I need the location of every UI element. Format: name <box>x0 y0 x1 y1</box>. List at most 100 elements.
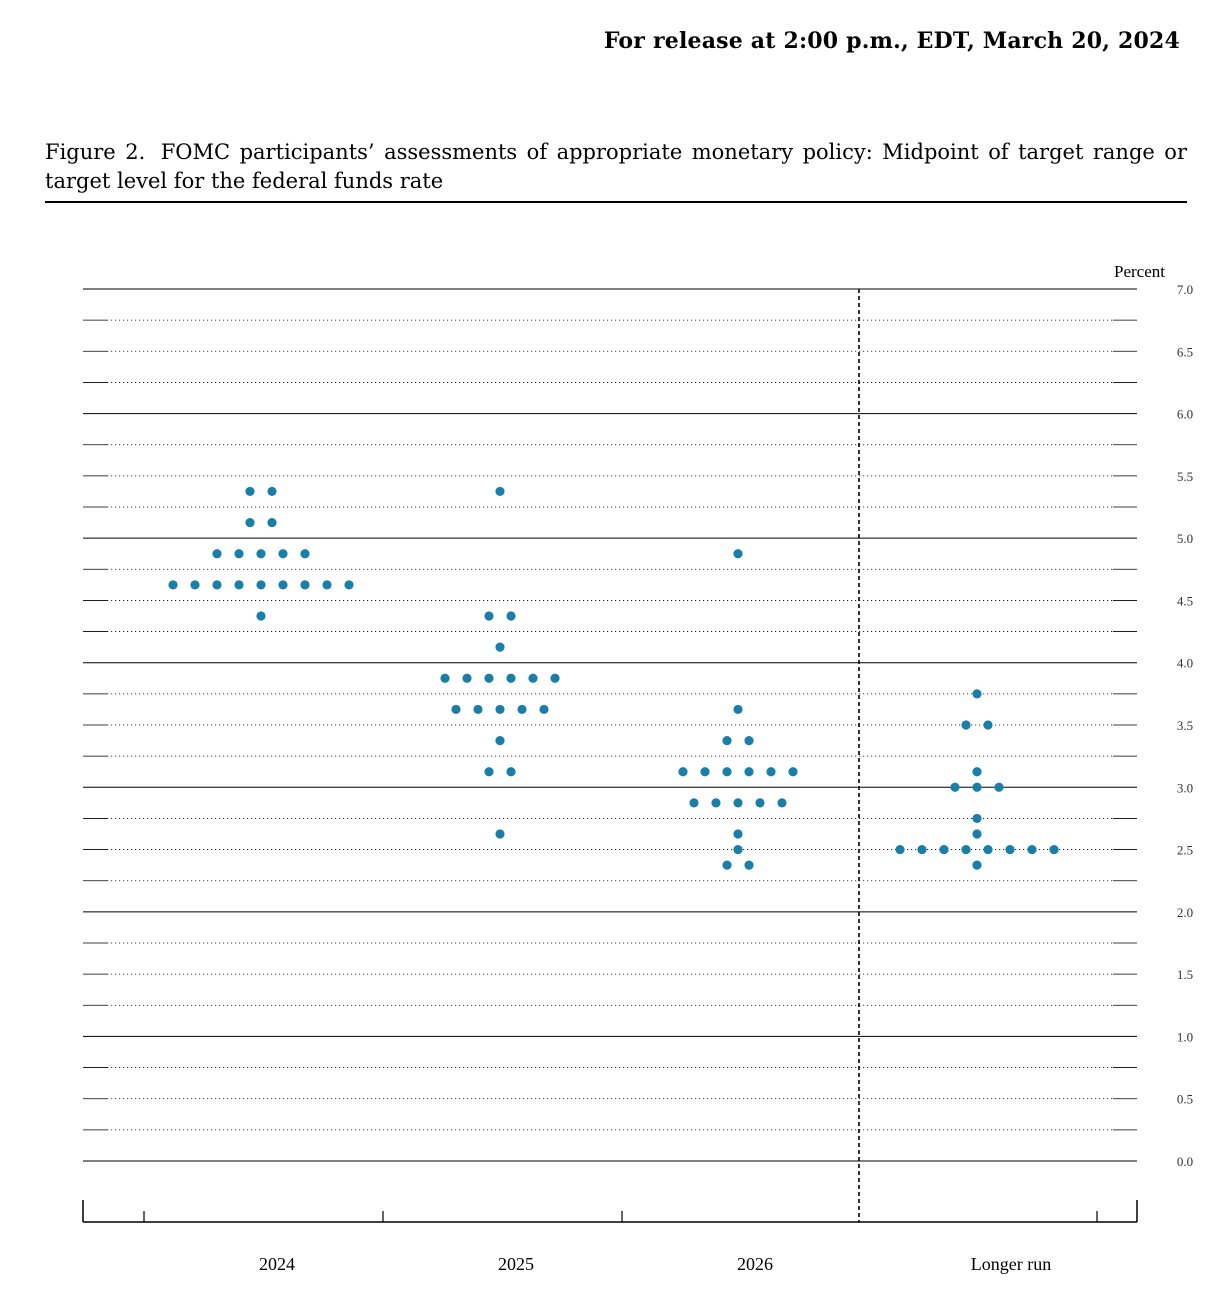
dot-longer-run <box>1027 844 1037 855</box>
dot-2024 <box>245 517 255 528</box>
dot-longer-run <box>983 844 993 855</box>
y-tick-label: 5.5 <box>1177 469 1193 484</box>
category-label: Longer run <box>971 1254 1051 1274</box>
dot-2025 <box>495 704 505 715</box>
figure-title: FOMC participants’ assessments of approp… <box>45 140 1187 193</box>
dot-2026 <box>755 798 765 808</box>
dot-2025 <box>462 673 472 683</box>
dot-longer-run <box>972 813 982 824</box>
dot-longer-run <box>917 844 927 855</box>
dot-2025 <box>495 829 505 839</box>
dot-2024 <box>168 580 178 590</box>
y-tick-label: 4.5 <box>1177 593 1193 608</box>
dot-longer-run <box>961 720 971 730</box>
dot-2026 <box>711 798 721 808</box>
x-axis <box>82 289 1138 1223</box>
dot-2026 <box>689 798 699 808</box>
dot-2024 <box>278 549 288 559</box>
dot-2025 <box>451 704 461 715</box>
dot-2025 <box>517 704 527 715</box>
y-tick-label: 1.0 <box>1177 1029 1193 1044</box>
dot-2026 <box>733 829 743 839</box>
dot-longer-run <box>972 767 982 777</box>
dot-2026 <box>744 767 754 777</box>
y-tick-labels: 0.0 0.5 1.0 1.5 2.0 2.5 3.0 3.5 4.0 4.5 5.0 5.5 6.0 6… <box>1177 282 1193 1169</box>
dot-longer-run <box>983 720 993 730</box>
y-tick-label: 1.5 <box>1177 967 1193 982</box>
dot-2025 <box>495 642 505 652</box>
y-tick-label: 2.5 <box>1177 843 1193 858</box>
dot-2025 <box>539 704 549 715</box>
dot-2025 <box>528 673 538 683</box>
dot-2024 <box>245 486 255 497</box>
y-axis-label: Percent <box>1114 262 1165 281</box>
y-tick-label: 5.0 <box>1177 531 1193 546</box>
y-tick-label: 0.0 <box>1177 1154 1193 1169</box>
dot-2025 <box>473 704 483 715</box>
dot-2024 <box>322 580 332 590</box>
dot-2024 <box>300 580 310 590</box>
category-label: 2026 <box>737 1254 773 1274</box>
dot-2025 <box>506 767 516 777</box>
category-labels: 2024 2025 2026 Longer run <box>259 1254 1051 1274</box>
category-label: 2025 <box>498 1254 534 1274</box>
dot-2026 <box>733 704 743 715</box>
dot-2026 <box>700 767 710 777</box>
dot-longer-run <box>972 860 982 870</box>
dot-2026 <box>766 767 776 777</box>
dot-2024 <box>344 580 354 590</box>
dot-2026 <box>744 860 754 870</box>
dot-2025 <box>484 673 494 683</box>
y-tick-label: 2.0 <box>1177 905 1193 920</box>
release-line: For release at 2:00 p.m., EDT, March 20,… <box>603 28 1180 54</box>
dot-2026 <box>733 844 743 855</box>
dot-2026 <box>777 798 787 808</box>
dot-2025 <box>506 673 516 683</box>
dot-2024 <box>256 611 266 621</box>
dot-2026 <box>733 798 743 808</box>
dot-2026 <box>722 767 732 777</box>
dot-2025 <box>484 611 494 621</box>
dot-2025 <box>484 767 494 777</box>
dot-longer-run <box>972 829 982 839</box>
dot-2025 <box>495 735 505 746</box>
dot-2025 <box>495 486 505 497</box>
dot-2026 <box>733 549 743 559</box>
y-tick-label: 6.5 <box>1177 344 1193 359</box>
y-tick-label: 0.5 <box>1177 1092 1193 1107</box>
grid-lines <box>83 288 1137 1162</box>
dot-longer-run <box>1005 844 1015 855</box>
dot-2024 <box>234 549 244 559</box>
dot-2026 <box>788 767 798 777</box>
dot-2026 <box>722 735 732 746</box>
dot-longer-run <box>895 844 905 855</box>
dot-longer-run <box>950 782 960 792</box>
title-rule <box>45 201 1187 203</box>
dot-2025 <box>440 673 450 683</box>
y-tick-label: 3.5 <box>1177 718 1193 733</box>
y-tick-label: 3.0 <box>1177 780 1193 795</box>
y-tick-label: 4.0 <box>1177 656 1193 671</box>
dot-2024 <box>190 580 200 590</box>
figure-number: Figure 2. <box>45 140 146 164</box>
dot-2024 <box>278 580 288 590</box>
category-label: 2024 <box>259 1254 295 1274</box>
dots <box>168 486 1059 870</box>
dot-2025 <box>506 611 516 621</box>
dot-2026 <box>744 735 754 746</box>
dot-2024 <box>256 580 266 590</box>
dot-2024 <box>300 549 310 559</box>
dot-2024 <box>267 486 277 497</box>
dot-longer-run <box>972 782 982 792</box>
y-tick-label: 6.0 <box>1177 407 1193 422</box>
dot-2024 <box>212 549 222 559</box>
dot-longer-run <box>961 844 971 855</box>
dot-2024 <box>212 580 222 590</box>
y-tick-label: 7.0 <box>1177 282 1193 297</box>
dot-longer-run <box>994 782 1004 792</box>
dot-longer-run <box>1049 844 1059 855</box>
figure-caption: Figure 2. FOMC participants’ assessments… <box>45 138 1187 196</box>
dot-2024 <box>256 549 266 559</box>
dot-2024 <box>234 580 244 590</box>
